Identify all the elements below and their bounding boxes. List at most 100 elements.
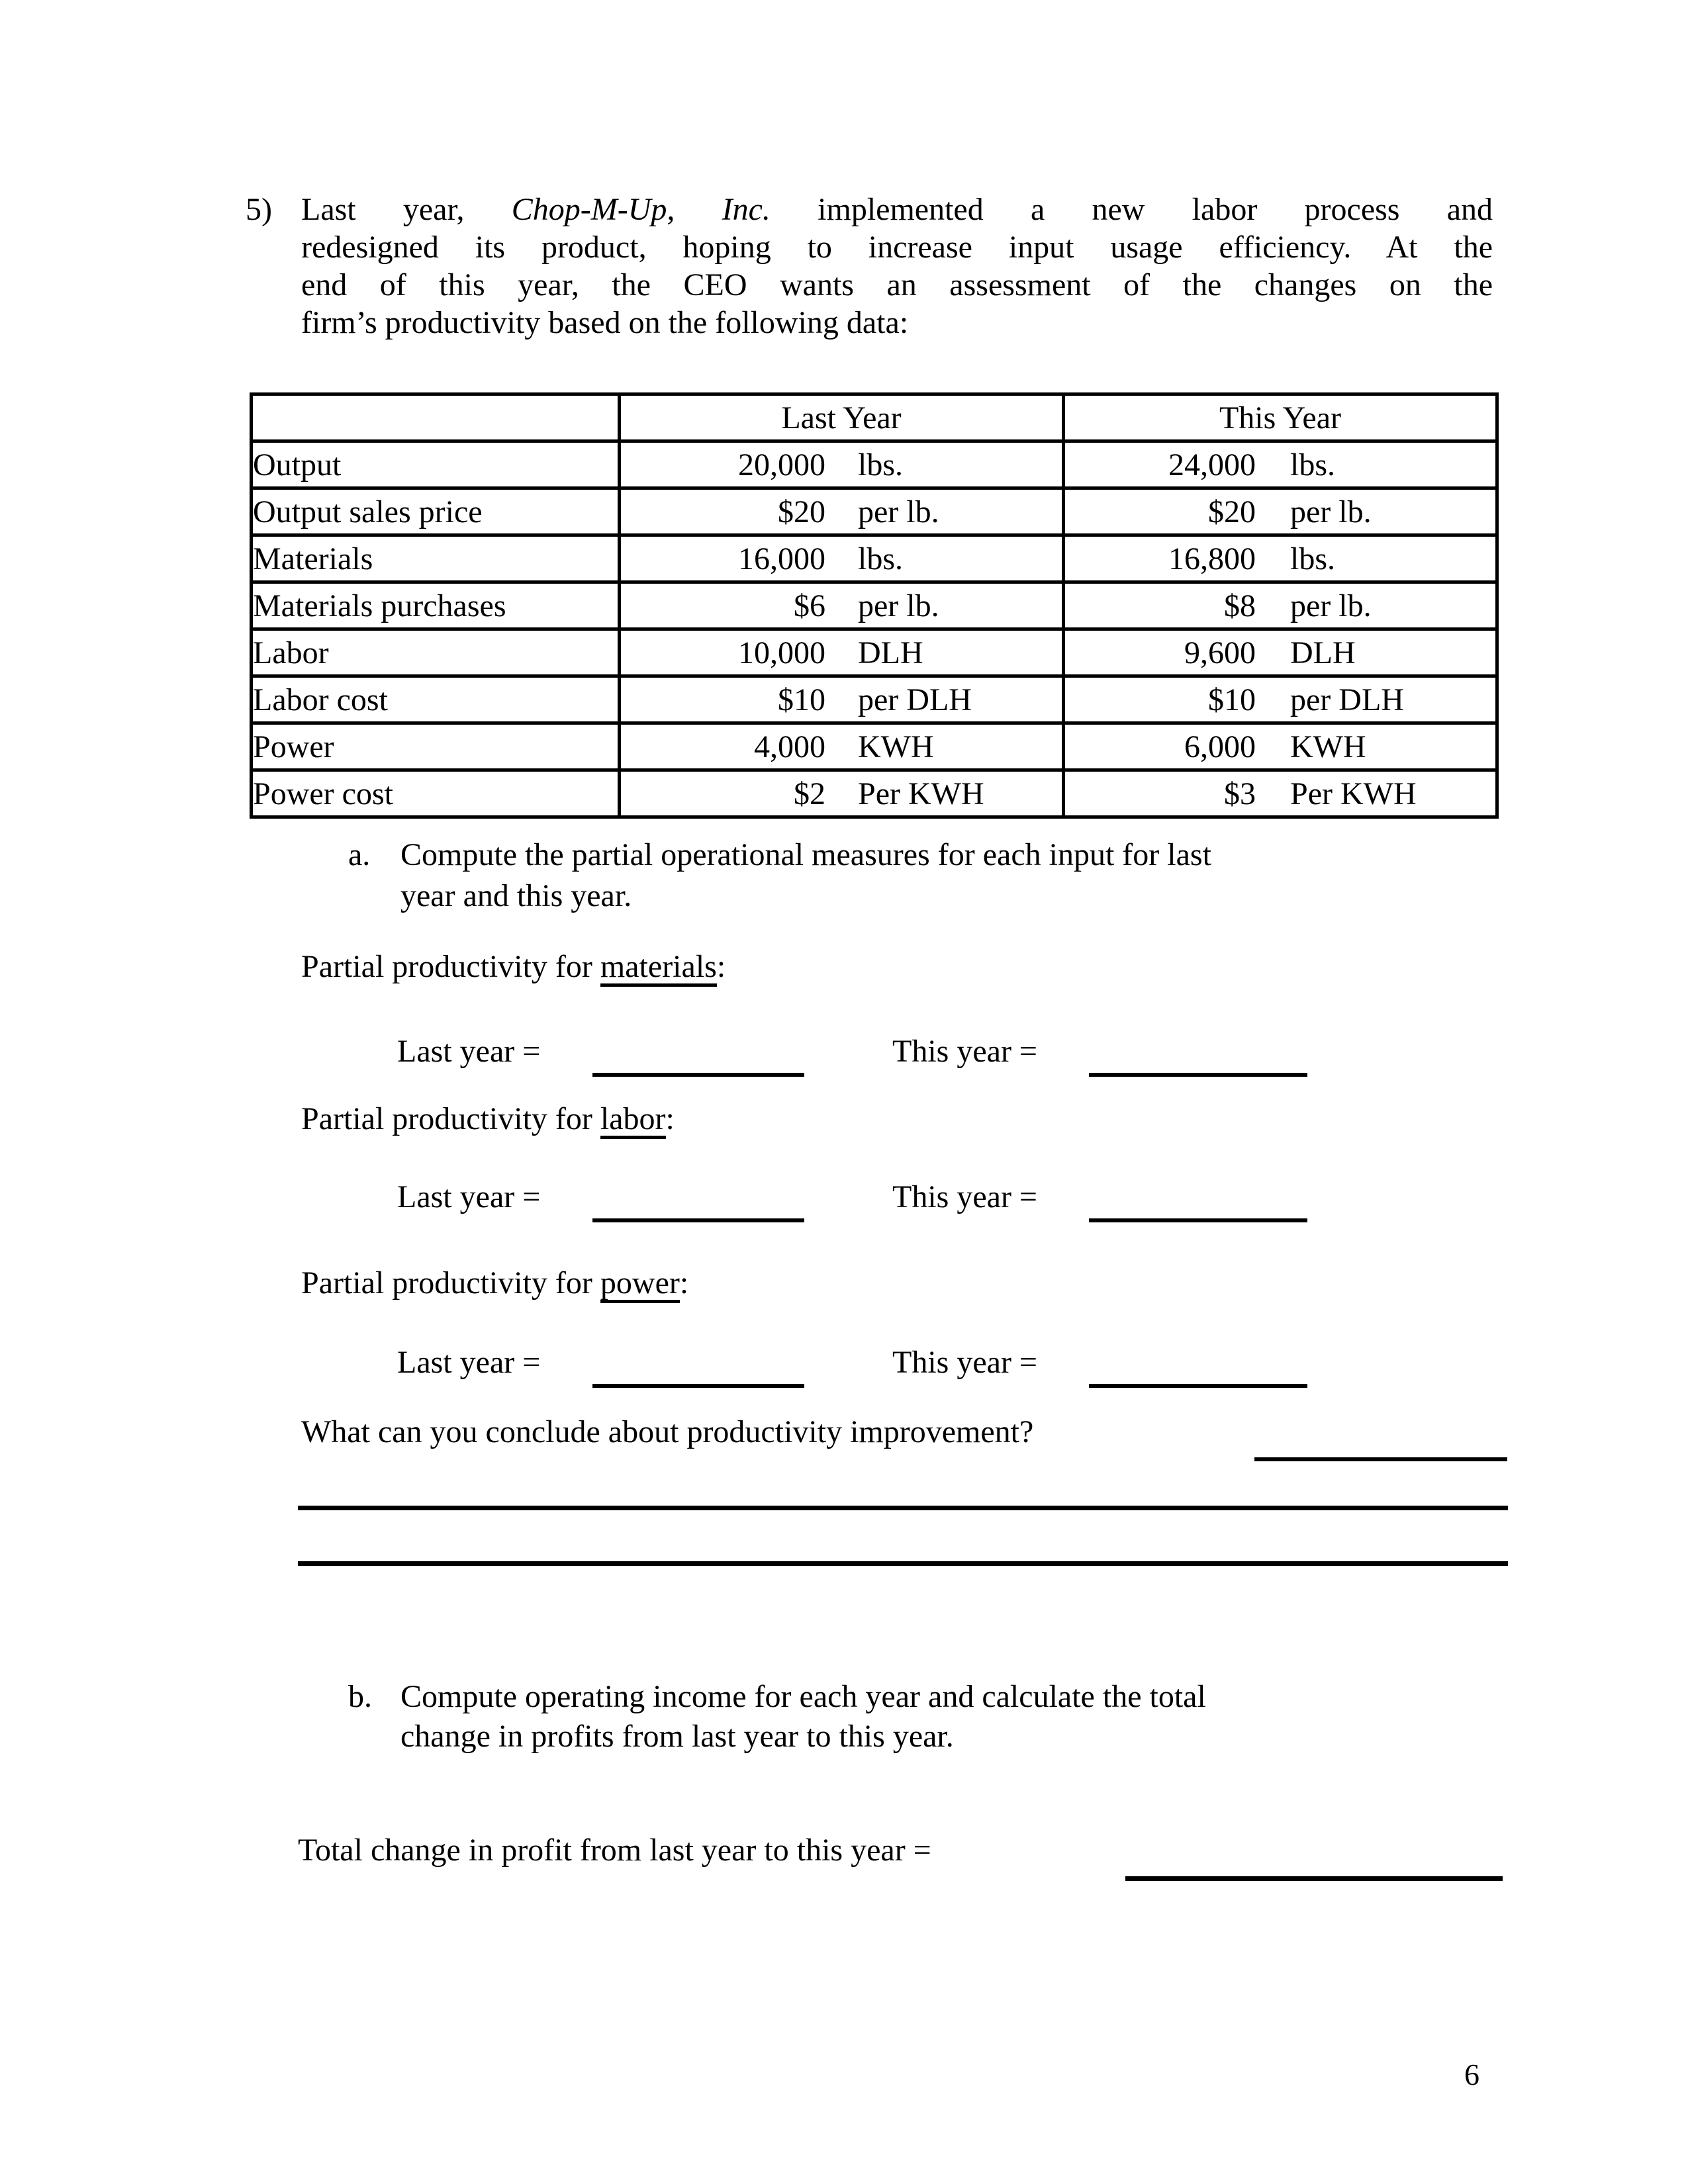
prompt-power: Partial productivity for power: — [301, 1267, 688, 1303]
this-year-value: 6,000 — [1184, 729, 1256, 764]
this-year-cell: $8 per lb. — [1062, 580, 1499, 631]
prompt-keyword: materials — [600, 951, 717, 987]
section-b-line-2: change in profits from last year to this… — [400, 1719, 954, 1754]
this-year-value: 16,800 — [1168, 541, 1256, 576]
answer-rule-line — [298, 1561, 1508, 1566]
table-row: Output sales price $20 per lb. $20 per lb. — [250, 486, 1499, 537]
last-year-label: Last year = — [397, 1034, 541, 1069]
prompt-colon: : — [716, 949, 726, 984]
last-year-unit: KWH — [858, 729, 934, 764]
intro-paragraph: 5) Last year, Chop-M-Up, Inc. implemented… — [246, 191, 1493, 341]
prompt-labor: Partial productivity for labor: — [301, 1103, 675, 1139]
answer-blank-line — [592, 1073, 804, 1077]
section-b-text: Compute operating income for each year a… — [400, 1677, 1206, 1756]
last-year-value: $2 — [794, 776, 825, 811]
last-year-unit: DLH — [858, 635, 923, 670]
table-row: Output 20,000 lbs. 24,000 lbs. — [250, 439, 1499, 490]
this-year-unit: KWH — [1290, 729, 1366, 764]
section-b-line-1: Compute operating income for each year a… — [400, 1679, 1206, 1714]
intro-text: implemented a new labor process and — [770, 192, 1493, 227]
last-year-value: $6 — [794, 588, 825, 623]
last-year-label: Last year = — [397, 1345, 541, 1380]
problem-number: 5) — [246, 192, 272, 227]
last-year-unit: per DLH — [858, 682, 972, 717]
table-header-empty — [250, 392, 621, 443]
last-year-unit: per lb. — [858, 494, 939, 529]
prompt-keyword: power — [600, 1267, 680, 1303]
last-year-cell: 20,000 lbs. — [618, 439, 1065, 490]
this-year-value: $10 — [1208, 682, 1256, 717]
this-year-cell: $20 per lb. — [1062, 486, 1499, 537]
intro-line-3: end of this year, the CEO wants an asses… — [301, 267, 1493, 302]
answer-blank-line — [1089, 1384, 1307, 1388]
this-year-cell: 9,600 DLH — [1062, 627, 1499, 678]
intro-line-2: redesigned its product, hoping to increa… — [301, 230, 1493, 265]
row-label: Output — [250, 439, 621, 490]
answer-blank-line — [592, 1384, 804, 1388]
last-year-value: $10 — [778, 682, 825, 717]
answer-blank-line — [1125, 1876, 1503, 1881]
section-a-line-1: Compute the partial operational measures… — [400, 837, 1211, 872]
this-year-unit: per lb. — [1290, 494, 1372, 529]
last-year-value: 20,000 — [738, 447, 825, 482]
row-label: Power cost — [250, 768, 621, 819]
section-a-marker: a. — [348, 837, 371, 872]
productivity-table: Last Year This Year Output 20,000 lbs. 24… — [250, 392, 1499, 819]
section-a-line-2: year and this year. — [400, 878, 632, 913]
row-label: Labor cost — [250, 674, 621, 725]
this-year-cell: 6,000 KWH — [1062, 721, 1499, 772]
total-change-label: Total change in profit from last year to… — [298, 1833, 931, 1868]
this-year-cell: 24,000 lbs. — [1062, 439, 1499, 490]
prompt-colon: : — [665, 1101, 675, 1136]
this-year-value: $3 — [1224, 776, 1256, 811]
last-year-value: 16,000 — [738, 541, 825, 576]
last-year-cell: $2 Per KWH — [618, 768, 1065, 819]
last-year-label: Last year = — [397, 1179, 541, 1214]
this-year-unit: lbs. — [1290, 447, 1336, 482]
company-name: Chop-M-Up, Inc. — [511, 192, 771, 227]
table-header-this-year: This Year — [1062, 392, 1499, 443]
answer-blank-line — [1254, 1457, 1507, 1461]
intro-line-1: 5) Last year, Chop-M-Up, Inc. implemented… — [246, 191, 1493, 228]
table-header-last-year: Last Year — [618, 392, 1065, 443]
last-year-unit: lbs. — [858, 447, 904, 482]
section-a-text: Compute the partial operational measures… — [400, 835, 1211, 917]
this-year-unit: lbs. — [1290, 541, 1336, 576]
prompt-prefix: Partial productivity for — [301, 1101, 600, 1136]
last-year-cell: 16,000 lbs. — [618, 533, 1065, 584]
row-label: Materials — [250, 533, 621, 584]
prompt-materials: Partial productivity for materials: — [301, 951, 726, 987]
last-year-cell: $20 per lb. — [618, 486, 1065, 537]
this-year-value: 24,000 — [1168, 447, 1256, 482]
intro-line-4: firm’s productivity based on the followi… — [301, 305, 909, 340]
row-label: Materials purchases — [250, 580, 621, 631]
page-number: 6 — [1464, 2058, 1479, 2091]
last-year-cell: $6 per lb. — [618, 580, 1065, 631]
row-label: Output sales price — [250, 486, 621, 537]
prompt-keyword: labor — [600, 1103, 666, 1139]
answer-blank-line — [1089, 1073, 1307, 1077]
this-year-unit: per lb. — [1290, 588, 1372, 623]
last-year-value: 4,000 — [754, 729, 825, 764]
last-year-unit: per lb. — [858, 588, 939, 623]
table-header-row: Last Year This Year — [250, 392, 1499, 443]
table-row: Power 4,000 KWH 6,000 KWH — [250, 721, 1499, 772]
prompt-prefix: Partial productivity for — [301, 949, 600, 984]
this-year-unit: DLH — [1290, 635, 1356, 670]
last-year-value: 10,000 — [738, 635, 825, 670]
this-year-label: This year = — [892, 1179, 1037, 1214]
answer-blank-line — [1089, 1218, 1307, 1222]
this-year-unit: per DLH — [1290, 682, 1404, 717]
row-label: Labor — [250, 627, 621, 678]
table-row: Labor 10,000 DLH 9,600 DLH — [250, 627, 1499, 678]
this-year-label: This year = — [892, 1345, 1037, 1380]
last-year-cell: 10,000 DLH — [618, 627, 1065, 678]
this-year-unit: Per KWH — [1290, 776, 1417, 811]
this-year-value: $20 — [1208, 494, 1256, 529]
table-row: Materials purchases $6 per lb. $8 per lb. — [250, 580, 1499, 631]
prompt-colon: : — [679, 1265, 689, 1300]
this-year-cell: $10 per DLH — [1062, 674, 1499, 725]
table-row: Labor cost $10 per DLH $10 per DLH — [250, 674, 1499, 725]
row-label: Power — [250, 721, 621, 772]
